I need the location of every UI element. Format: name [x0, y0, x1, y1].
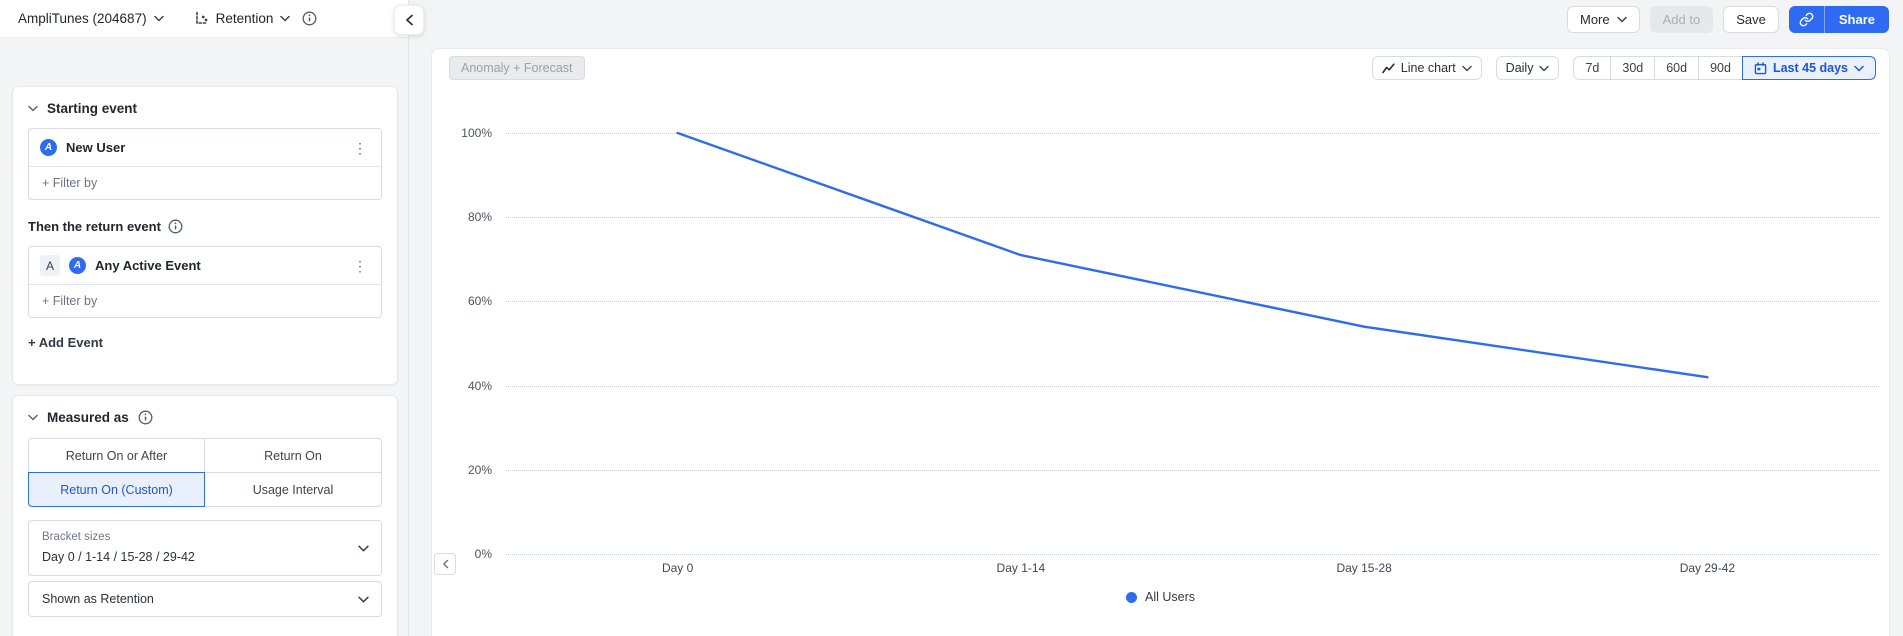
more-label: More — [1580, 11, 1610, 27]
range-60d-button[interactable]: 60d — [1654, 56, 1700, 80]
measured-as-title: Measured as — [47, 410, 129, 425]
kebab-menu-icon[interactable]: ⋮ — [353, 257, 367, 274]
gridline — [506, 469, 1879, 471]
collapse-section-icon[interactable] — [28, 105, 38, 112]
custom-range-label: Last 45 days — [1772, 61, 1848, 75]
calendar-icon — [1754, 61, 1767, 74]
x-tick-label: Day 29-42 — [1679, 561, 1736, 575]
starting-event-name: New User — [66, 140, 126, 155]
bracket-sizes-label: Bracket sizes — [42, 531, 111, 543]
chevron-down-icon — [358, 596, 369, 603]
y-tick-label: 80% — [467, 210, 492, 225]
bracket-sizes-dropdown[interactable]: Bracket sizes Day 0 / 1-14 / 15-28 / 29-… — [28, 520, 382, 576]
return-event-box: A A Any Active Event ⋮ + Filter by — [28, 246, 382, 318]
option-return-on-or-after[interactable]: Return On or After — [28, 438, 205, 473]
option-return-on[interactable]: Return On — [204, 438, 382, 473]
left-header: AmpliTunes (204687) Retention — [0, 0, 408, 38]
measured-as-card: Measured as Return On or After Return On… — [12, 395, 398, 636]
interval-label: Daily — [1505, 61, 1534, 75]
retention-plot: 100% 80% 60% 40% 20% 0% Day 0 Day 1-14 D… — [461, 126, 1879, 575]
option-usage-interval[interactable]: Usage Interval — [204, 472, 382, 507]
events-card: Starting event A New User ⋮ + Filter by … — [12, 86, 398, 385]
chevron-down-icon — [153, 15, 164, 22]
chart-legend: All Users — [432, 590, 1889, 604]
info-icon[interactable] — [168, 219, 183, 234]
kebab-menu-icon[interactable]: ⋮ — [353, 139, 367, 156]
event-letter-badge: A — [40, 255, 60, 276]
custom-range-dropdown[interactable]: Last 45 days — [1741, 56, 1876, 80]
collapse-sidebar-button[interactable] — [394, 5, 424, 35]
add-event-button[interactable]: + Add Event — [28, 335, 104, 350]
range-30d-button[interactable]: 30d — [1610, 56, 1656, 80]
return-event-filter-by[interactable]: + Filter by — [29, 284, 381, 317]
collapse-section-icon[interactable] — [28, 414, 38, 421]
y-tick-label: 100% — [461, 126, 492, 140]
legend-series-dot — [1125, 591, 1137, 603]
y-tick-label: 0% — [474, 547, 492, 561]
x-tick-label: Day 1-14 — [996, 561, 1046, 575]
interval-dropdown[interactable]: Daily — [1495, 56, 1560, 80]
chart-type-selector[interactable]: Retention — [194, 11, 291, 26]
save-button[interactable]: Save — [1723, 5, 1779, 33]
x-tick-label: Day 0 — [661, 561, 694, 575]
gridline — [506, 133, 1879, 134]
amplitude-event-icon: A — [69, 257, 86, 274]
anomaly-forecast-button[interactable]: Anomaly + Forecast — [449, 56, 585, 80]
chevron-left-icon — [442, 559, 448, 569]
copy-link-button[interactable] — [1789, 5, 1825, 33]
retention-chart-icon — [194, 11, 209, 26]
project-name: AmpliTunes (204687) — [18, 11, 147, 26]
chevron-down-icon — [280, 15, 291, 22]
chevron-down-icon — [1854, 65, 1864, 72]
chevron-down-icon — [1539, 65, 1550, 72]
chart-style-label: Line chart — [1400, 61, 1456, 75]
gridline — [506, 217, 1879, 219]
y-tick-label: 20% — [467, 462, 492, 477]
starting-event-filter-by[interactable]: + Filter by — [29, 166, 381, 199]
return-event-title: Then the return event — [28, 219, 161, 234]
shown-as-value: Shown as Retention — [42, 592, 154, 606]
chart-card: Anomaly + Forecast Line chart Daily 7 — [431, 48, 1890, 636]
line-chart-icon — [1381, 62, 1395, 73]
measured-as-options: Return On or After Return On Return On (… — [28, 438, 382, 507]
more-button[interactable]: More — [1567, 5, 1640, 33]
date-range-group: 7d 30d 60d 90d Last 45 days — [1573, 56, 1876, 80]
range-90d-button[interactable]: 90d — [1698, 56, 1743, 80]
link-icon — [1799, 12, 1814, 26]
retention-line — [506, 133, 1879, 554]
main-area: More Add to Save Share Anomaly + Forecas… — [410, 0, 1903, 636]
chart-type-name: Retention — [215, 11, 274, 26]
share-split-button: Share — [1788, 5, 1889, 33]
top-actions: More Add to Save Share — [410, 0, 1903, 38]
chevron-down-icon — [358, 545, 369, 552]
gridline — [506, 301, 1879, 303]
info-icon[interactable] — [138, 410, 153, 425]
return-event-row[interactable]: A A Any Active Event ⋮ — [29, 247, 381, 284]
starting-event-row[interactable]: A New User ⋮ — [29, 129, 381, 166]
bracket-sizes-value: Day 0 / 1-14 / 15-28 / 29-42 — [42, 550, 195, 564]
y-tick-label: 40% — [467, 378, 492, 393]
gridline — [506, 554, 1879, 555]
starting-event-title: Starting event — [47, 101, 138, 116]
collapse-yaxis-button[interactable] — [434, 553, 456, 575]
option-return-on-custom[interactable]: Return On (Custom) — [28, 472, 205, 507]
share-button[interactable]: Share — [1838, 11, 1875, 27]
chevron-left-icon — [405, 14, 413, 26]
x-tick-label: Day 15-28 — [1336, 561, 1392, 575]
chevron-down-icon — [1616, 16, 1627, 23]
info-icon[interactable] — [302, 11, 317, 26]
chart-style-dropdown[interactable]: Line chart — [1371, 56, 1482, 80]
chevron-down-icon — [1461, 65, 1472, 72]
left-panel: AmpliTunes (204687) Retention — [0, 0, 409, 636]
add-to-button[interactable]: Add to — [1649, 5, 1714, 33]
return-event-name: Any Active Event — [95, 258, 201, 273]
y-tick-label: 60% — [467, 294, 492, 309]
legend-series-label[interactable]: All Users — [1144, 590, 1195, 604]
shown-as-dropdown[interactable]: Shown as Retention — [28, 581, 382, 617]
project-selector[interactable]: AmpliTunes (204687) — [18, 11, 164, 26]
gridline — [506, 385, 1879, 387]
amplitude-event-icon: A — [40, 139, 57, 156]
range-7d-button[interactable]: 7d — [1573, 56, 1612, 80]
starting-event-box: A New User ⋮ + Filter by — [28, 128, 382, 200]
